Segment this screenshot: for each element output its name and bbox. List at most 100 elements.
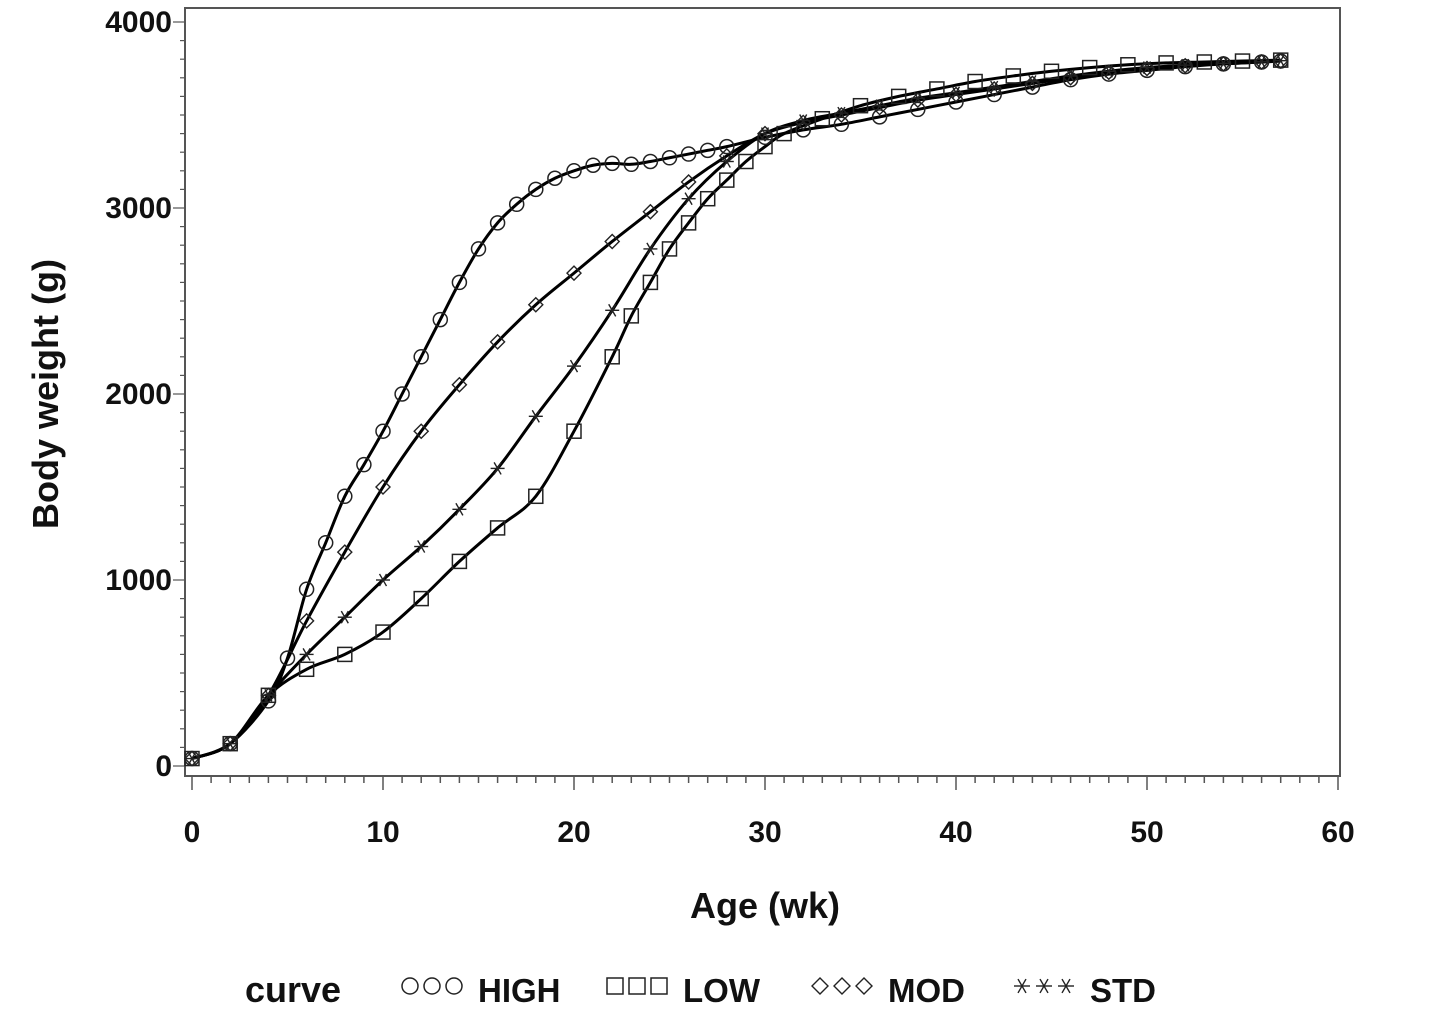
asterisk-stroke — [531, 409, 540, 423]
circle-marker — [508, 196, 525, 213]
legend-label: LOW — [683, 972, 761, 1009]
diamond-marker — [718, 147, 735, 164]
asterisk-stroke — [913, 91, 922, 105]
square-marker — [1196, 54, 1213, 70]
diamond-marker — [1100, 64, 1117, 81]
diamond-marker — [566, 265, 582, 282]
square-marker — [967, 73, 983, 90]
x-tick-label: 20 — [557, 816, 590, 849]
asterisk-marker — [452, 502, 467, 516]
asterisk-stroke — [990, 80, 999, 94]
asterisk-stroke — [875, 99, 884, 113]
asterisk-marker — [414, 540, 429, 553]
y-tick-label: 1000 — [105, 564, 172, 597]
asterisk-stroke — [951, 86, 961, 100]
circle-marker — [623, 156, 640, 173]
asterisk-marker — [910, 91, 925, 105]
square-marker — [298, 661, 315, 678]
diamond-marker — [451, 376, 468, 393]
asterisk-marker — [1025, 75, 1040, 88]
legend-item-high: HIGH — [401, 972, 561, 1009]
circle-marker — [279, 650, 296, 666]
asterisk-marker — [337, 610, 352, 624]
series-line-low — [191, 58, 1281, 760]
circle-marker — [375, 423, 391, 439]
asterisk-marker — [567, 359, 581, 373]
asterisk-stroke — [340, 610, 349, 624]
asterisk-stroke — [302, 647, 311, 661]
circle-marker — [317, 535, 334, 551]
fitted-curves — [191, 58, 1281, 760]
diamond-marker — [1215, 55, 1232, 72]
asterisk-marker — [987, 80, 1002, 94]
legend-label: HIGH — [478, 972, 561, 1009]
asterisk-stroke — [493, 461, 502, 475]
diamond-marker — [413, 423, 430, 440]
x-tick-label: 0 — [184, 816, 201, 849]
asterisk-stroke — [187, 752, 197, 765]
circle-marker — [1139, 62, 1155, 79]
data-points — [184, 52, 1289, 767]
x-tick-label: 60 — [1321, 816, 1354, 849]
diamond-marker — [604, 233, 621, 250]
asterisk-marker — [528, 409, 543, 423]
y-axis-title: Body weight (g) — [25, 259, 66, 529]
y-tick-label: 2000 — [105, 378, 172, 411]
series-points-low — [184, 52, 1289, 767]
diamond-marker — [1139, 60, 1155, 77]
asterisk-stroke — [1276, 54, 1285, 68]
circle-marker — [432, 311, 449, 328]
asterisk-marker — [1101, 64, 1116, 78]
square-marker — [604, 349, 620, 365]
square-marker — [375, 624, 391, 640]
circle-marker — [547, 170, 563, 186]
circle-marker — [451, 274, 468, 291]
square-marker — [1158, 55, 1174, 71]
circle-marker — [528, 181, 544, 198]
square-marker — [628, 977, 646, 995]
asterisk-stroke — [799, 114, 808, 127]
square-marker — [1081, 59, 1098, 76]
asterisk-marker — [1216, 56, 1231, 70]
asterisk-stroke — [569, 359, 579, 373]
asterisk-stroke — [417, 540, 426, 553]
square-marker — [451, 553, 468, 570]
circle-marker — [948, 94, 964, 110]
asterisk-stroke — [1142, 61, 1152, 74]
asterisk-marker — [643, 242, 658, 256]
x-tick-label: 10 — [366, 816, 399, 849]
legend-item-low: LOW — [606, 972, 761, 1009]
x-tick-label: 40 — [939, 816, 972, 849]
circle-marker — [470, 241, 487, 257]
circle-marker — [1024, 79, 1041, 95]
asterisk-marker — [223, 737, 238, 751]
circle-marker — [585, 157, 601, 173]
square-marker — [642, 274, 659, 291]
circle-marker — [423, 977, 441, 995]
asterisk-marker — [949, 86, 963, 100]
asterisk-stroke — [1039, 978, 1049, 994]
circle-marker — [910, 101, 926, 118]
diamond-marker — [642, 203, 659, 220]
circle-marker — [337, 488, 353, 505]
legend-item-mod: MOD — [811, 972, 965, 1009]
diamond-marker — [375, 479, 391, 495]
asterisk-marker — [1014, 978, 1030, 994]
diamond-marker — [855, 977, 873, 995]
asterisk-marker — [681, 192, 696, 206]
square-marker — [413, 590, 429, 607]
asterisk-marker — [719, 155, 734, 168]
square-marker — [650, 977, 668, 995]
series-points-std — [185, 54, 1288, 765]
asterisk-stroke — [837, 106, 846, 120]
circle-marker — [1062, 71, 1079, 88]
asterisk-stroke — [1066, 69, 1075, 83]
asterisk-marker — [376, 573, 390, 587]
asterisk-marker — [1140, 61, 1154, 74]
circle-marker — [795, 122, 811, 138]
asterisk-stroke — [722, 155, 731, 168]
asterisk-marker — [834, 106, 849, 120]
asterisk-marker — [758, 127, 772, 141]
asterisk-marker — [1063, 69, 1078, 83]
